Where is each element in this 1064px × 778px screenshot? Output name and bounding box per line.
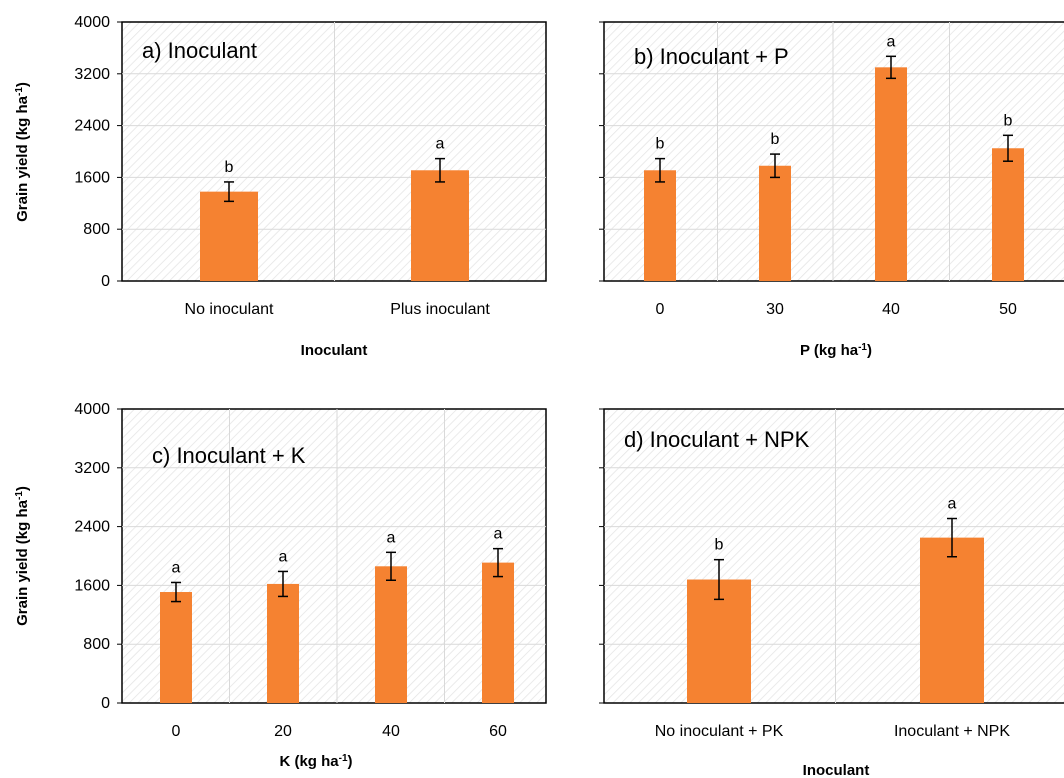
bar-3 — [875, 67, 907, 281]
panel-title: a) Inoculant — [142, 38, 257, 63]
bar-1 — [160, 592, 192, 703]
bar-2 — [920, 537, 984, 703]
chart-panel-1: 0 800 1600 2400 3200 4000 b No inoculant a Plus i… — [14, 14, 547, 359]
significance-letter: a — [172, 559, 181, 576]
bar-2 — [267, 583, 299, 703]
significance-letter: a — [494, 526, 503, 543]
y-tick-label: 800 — [83, 636, 110, 653]
y-axis-title: Grain yield (kg ha-1) — [14, 486, 32, 626]
y-tick-label: 3200 — [74, 460, 110, 477]
significance-letter: a — [387, 529, 396, 546]
x-axis-title: P (kg ha-1) — [800, 342, 872, 360]
x-axis-title: K (kg ha-1) — [279, 753, 352, 771]
bar-1 — [644, 170, 676, 281]
significance-letter: b — [715, 537, 724, 554]
significance-letter: b — [656, 136, 665, 153]
y-tick-label: 0 — [101, 273, 110, 290]
panel-title: d) Inoculant + NPK — [624, 427, 810, 452]
bar-4 — [482, 562, 514, 703]
x-tick-label: 0 — [656, 301, 665, 318]
chart-panel-2: b 0 b 30 a 40 b 50 b) Inoculant + P P (kg ha-1) — [599, 21, 1064, 360]
significance-letter: b — [771, 131, 780, 148]
bar-2 — [759, 165, 791, 281]
x-tick-label: No inoculant + PK — [655, 723, 784, 740]
x-axis-title: Inoculant — [803, 762, 870, 778]
y-tick-label: 4000 — [74, 14, 110, 31]
chart-panel-4: b No inoculant + PK a Inoculant + NPK d) Ino… — [599, 408, 1064, 778]
plot-area — [603, 408, 1064, 704]
x-tick-label: Plus inoculant — [390, 301, 490, 318]
y-tick-label: 0 — [101, 695, 110, 712]
y-tick-label: 4000 — [74, 401, 110, 418]
x-tick-label: 60 — [489, 723, 507, 740]
panel-title: c) Inoculant + K — [152, 443, 306, 468]
y-axis-title: Grain yield (kg ha-1) — [14, 82, 32, 222]
significance-letter: a — [887, 33, 896, 50]
bar-3 — [375, 566, 407, 703]
significance-letter: a — [279, 548, 288, 565]
plot-area — [121, 408, 547, 704]
y-tick-label: 800 — [83, 221, 110, 238]
x-tick-label: No inoculant — [185, 301, 275, 318]
x-tick-label: 40 — [382, 723, 400, 740]
chart-panel-3: 0 800 1600 2400 3200 4000 a 0 a 20 a 40 a 60 c) Inocul… — [14, 401, 547, 770]
y-tick-label: 1600 — [74, 577, 110, 594]
y-tick-label: 1600 — [74, 169, 110, 186]
bar-4 — [992, 148, 1024, 281]
x-tick-label: 30 — [766, 301, 784, 318]
y-tick-label: 2400 — [74, 519, 110, 536]
x-tick-label: Inoculant + NPK — [894, 723, 1010, 740]
significance-letter: a — [436, 136, 445, 153]
x-tick-label: 0 — [172, 723, 181, 740]
y-tick-label: 3200 — [74, 66, 110, 83]
bar-2 — [411, 170, 469, 281]
x-tick-label: 50 — [999, 301, 1017, 318]
y-tick-label: 2400 — [74, 118, 110, 135]
bar-1 — [200, 191, 258, 281]
significance-letter: b — [225, 159, 234, 176]
x-tick-label: 40 — [882, 301, 900, 318]
significance-letter: a — [948, 496, 957, 513]
plot-area — [603, 21, 1064, 282]
x-axis-title: Inoculant — [301, 342, 368, 359]
significance-letter: b — [1004, 112, 1013, 129]
x-tick-label: 20 — [274, 723, 292, 740]
panel-title: b) Inoculant + P — [634, 44, 789, 69]
